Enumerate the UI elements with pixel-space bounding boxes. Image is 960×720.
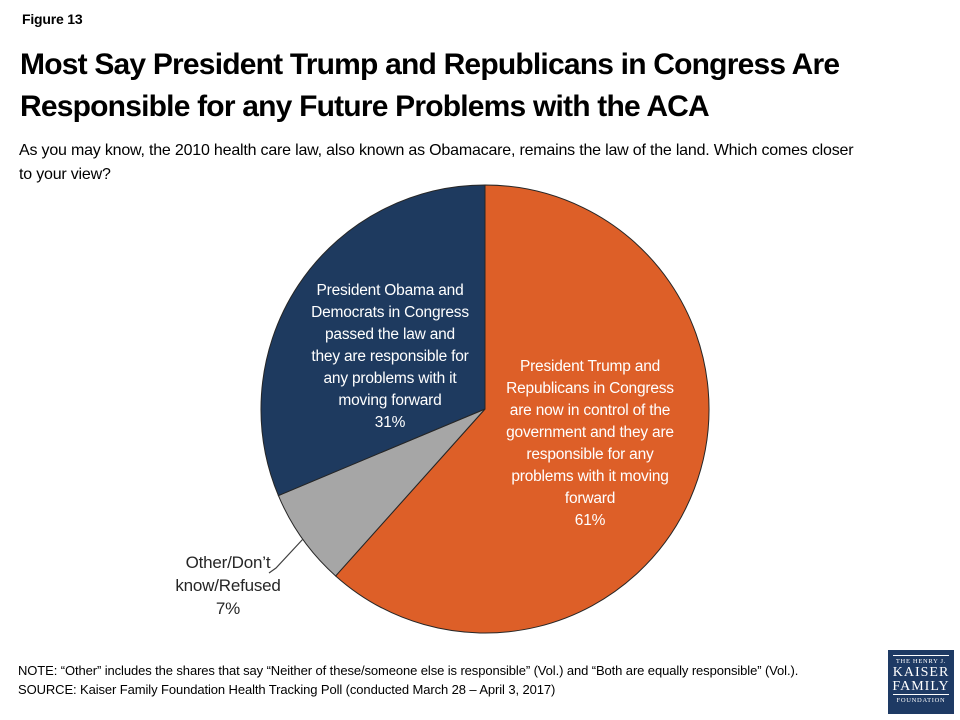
slide-title: Most Say President Trump and Republicans… [20, 48, 840, 123]
logo-line-foundation: FOUNDATION [896, 697, 946, 704]
figure-label: Figure 13 [22, 11, 83, 27]
kff-logo: THE HENRY J. KAISER FAMILY FOUNDATION [888, 650, 954, 714]
logo-rule-top [893, 655, 949, 656]
pie-label-other: Other/Don’t know/Refused 7% [175, 553, 281, 618]
note-text: NOTE: “Other” includes the shares that s… [18, 663, 799, 678]
pie-slice-obama-democrats [260, 184, 486, 497]
slide-subtitle: As you may know, the 2010 health care la… [19, 142, 854, 183]
pie-label-obama-democrats: President Obama and Democrats in Congres… [311, 282, 469, 431]
pie-slices [260, 184, 710, 634]
other-label-leader-line [268, 538, 304, 574]
note-source-block: NOTE: “Other” includes the shares that s… [18, 661, 893, 699]
logo-line-kaiser: KAISER [892, 665, 950, 680]
pie-label-trump-republicans: President Trump and Republicans in Congr… [506, 358, 674, 529]
logo-line-henry: THE HENRY J. [895, 658, 947, 665]
source-text: SOURCE: Kaiser Family Foundation Health … [18, 682, 556, 697]
logo-rule-bottom [893, 694, 949, 695]
logo-line-family: FAMILY [892, 678, 950, 694]
pie-slice-trump-republicans [334, 184, 710, 634]
